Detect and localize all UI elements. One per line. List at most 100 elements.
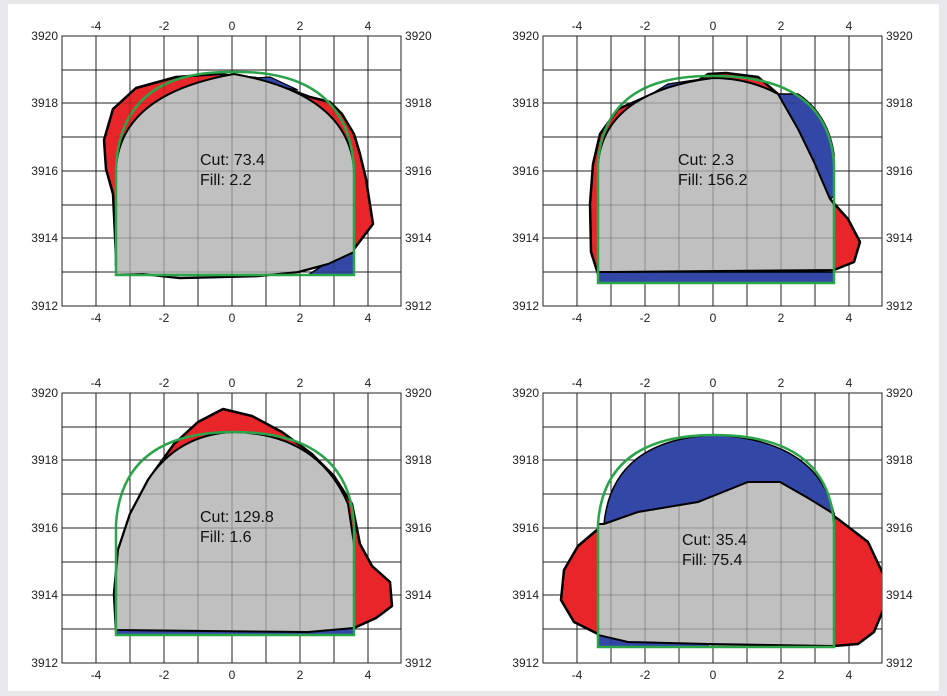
- panel-1: -4 -2 0 2 4 -4 -2 0 2 4 3920 3918 3916 3…: [31, 19, 432, 325]
- x-tick-label: -2: [159, 668, 170, 682]
- y-tick-labels-left: 3920 3918 3916 3914 3912: [31, 29, 58, 313]
- x-tick-label: 2: [778, 19, 785, 33]
- x-tick-labels-bottom: -4 -2 0 2 4: [572, 668, 853, 682]
- x-tick-label: -2: [159, 311, 170, 325]
- y-tick-label: 3916: [512, 164, 539, 178]
- design-outline: [596, 74, 836, 285]
- cut-volume-label: Cut: 129.8: [200, 509, 274, 526]
- x-tick-labels-top: -4 -2 0 2 4: [572, 19, 853, 33]
- fill-volume-label: Fill: 1.6: [200, 529, 252, 546]
- x-tick-label: 4: [365, 311, 372, 325]
- y-tick-labels-left: 3920 3918 3916 3914 3912: [512, 386, 539, 670]
- y-tick-label: 3914: [512, 588, 539, 602]
- x-tick-label: -2: [640, 376, 651, 390]
- x-tick-label: -4: [91, 311, 102, 325]
- x-tick-labels-bottom: -4 -2 0 2 4: [91, 311, 372, 325]
- y-tick-label: 3918: [886, 453, 913, 467]
- y-tick-label: 3916: [405, 164, 432, 178]
- x-tick-label: 4: [846, 376, 853, 390]
- x-tick-label: 0: [710, 311, 717, 325]
- y-tick-label: 3920: [405, 386, 432, 400]
- y-tick-label: 3912: [512, 656, 539, 670]
- x-tick-label: 0: [229, 668, 236, 682]
- y-tick-labels-right: 3920 3918 3916 3914 3912: [886, 29, 913, 313]
- y-tick-label: 3912: [886, 656, 913, 670]
- x-tick-label: 2: [297, 668, 304, 682]
- grid-overlay: [116, 74, 354, 278]
- panel-2: -4 -2 0 2 4 -4 -2 0 2 4 3920 3918 3916 3…: [512, 19, 913, 325]
- y-tick-label: 3920: [512, 29, 539, 43]
- y-tick-label: 3920: [886, 386, 913, 400]
- y-tick-label: 3914: [405, 231, 432, 245]
- cut-volume-label: Cut: 2.3: [678, 152, 734, 169]
- y-tick-label: 3918: [512, 453, 539, 467]
- y-tick-label: 3918: [405, 453, 432, 467]
- y-tick-label: 3916: [886, 521, 913, 535]
- x-tick-label: 4: [365, 19, 372, 33]
- y-tick-label: 3914: [886, 588, 913, 602]
- y-tick-label: 3918: [31, 453, 58, 467]
- grid-overlay: [116, 432, 354, 632]
- y-tick-label: 3914: [31, 588, 58, 602]
- y-tick-labels-right: 3920 3918 3916 3914 3912: [405, 386, 432, 670]
- x-tick-label: 4: [365, 668, 372, 682]
- x-tick-label: 0: [710, 668, 717, 682]
- x-tick-label: 0: [229, 376, 236, 390]
- cut-volume-label: Cut: 35.4: [682, 532, 747, 549]
- x-tick-label: 0: [229, 19, 236, 33]
- x-tick-label: -2: [640, 311, 651, 325]
- x-tick-labels-bottom: -4 -2 0 2 4: [91, 668, 372, 682]
- y-tick-label: 3912: [31, 299, 58, 313]
- y-tick-label: 3916: [405, 521, 432, 535]
- x-tick-label: -4: [91, 668, 102, 682]
- y-tick-label: 3916: [31, 521, 58, 535]
- y-tick-label: 3920: [512, 386, 539, 400]
- design-outline: [114, 430, 356, 637]
- x-tick-label: 0: [710, 376, 717, 390]
- y-tick-label: 3918: [405, 96, 432, 110]
- x-tick-label: -2: [640, 19, 651, 33]
- x-tick-labels-bottom: -4 -2 0 2 4: [572, 311, 853, 325]
- fill-volume-label: Fill: 156.2: [678, 172, 747, 189]
- grid-overlay: [598, 482, 834, 646]
- x-tick-label: -4: [572, 376, 583, 390]
- y-tick-label: 3916: [886, 164, 913, 178]
- x-tick-label: 4: [846, 311, 853, 325]
- panel-4: -4 -2 0 2 4 -4 -2 0 2 4 3920 3918 3916 3…: [512, 376, 913, 682]
- y-tick-label: 3918: [512, 96, 539, 110]
- x-tick-label: 2: [778, 311, 785, 325]
- y-tick-label: 3912: [31, 656, 58, 670]
- x-tick-label: -4: [572, 311, 583, 325]
- cross-section-figure: -4 -2 0 2 4 -4 -2 0 2 4 3920 3918 3916 3…: [8, 4, 939, 691]
- y-tick-label: 3914: [405, 588, 432, 602]
- panel-3: -4 -2 0 2 4 -4 -2 0 2 4 3920 3918 3916 3…: [31, 376, 432, 682]
- x-tick-label: -2: [159, 19, 170, 33]
- fill-volume-label: Fill: 75.4: [682, 552, 743, 569]
- x-tick-label: -2: [159, 376, 170, 390]
- grid-overlay: [598, 76, 834, 272]
- design-outline: [596, 433, 836, 649]
- x-tick-label: 4: [846, 19, 853, 33]
- y-tick-labels-left: 3920 3918 3916 3914 3912: [512, 29, 539, 313]
- x-tick-labels-top: -4 -2 0 2 4: [91, 376, 372, 390]
- x-tick-labels-top: -4 -2 0 2 4: [91, 19, 372, 33]
- x-tick-label: 0: [229, 311, 236, 325]
- y-tick-label: 3920: [31, 29, 58, 43]
- x-tick-label: -4: [572, 19, 583, 33]
- x-tick-label: -4: [91, 376, 102, 390]
- x-tick-label: 4: [365, 376, 372, 390]
- y-tick-label: 3912: [405, 299, 432, 313]
- x-tick-label: -4: [572, 668, 583, 682]
- y-tick-label: 3918: [31, 96, 58, 110]
- y-tick-label: 3920: [405, 29, 432, 43]
- x-tick-label: 4: [846, 668, 853, 682]
- x-tick-labels-top: -4 -2 0 2 4: [572, 376, 853, 390]
- y-tick-label: 3916: [31, 164, 58, 178]
- y-tick-label: 3920: [886, 29, 913, 43]
- cut-volume-label: Cut: 73.4: [200, 152, 265, 169]
- fill-volume-label: Fill: 2.2: [200, 172, 252, 189]
- y-tick-label: 3912: [886, 299, 913, 313]
- y-tick-label: 3914: [31, 231, 58, 245]
- y-tick-labels-left: 3920 3918 3916 3914 3912: [31, 386, 58, 670]
- design-outline: [114, 70, 356, 277]
